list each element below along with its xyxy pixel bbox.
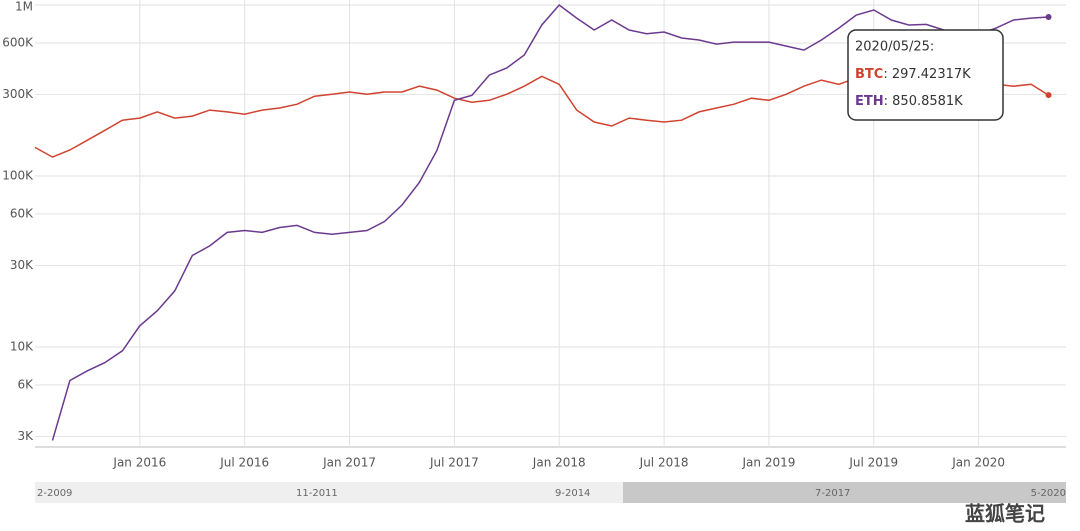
tooltip-row: BTC: 297.42317K [855,67,971,82]
end-point [1045,14,1052,21]
y-tick-label: 300K [2,87,34,101]
tooltip-series: ETH [855,94,884,109]
series-line [51,3,1049,441]
y-tick-label: 600K [2,35,34,49]
x-tick-label: Jul 2017 [429,456,479,470]
y-tick-label: 6K [17,377,34,391]
y-tick-label: 10K [10,339,34,353]
x-tick-label: Jan 2016 [112,456,166,470]
y-tick-label: 60K [10,206,34,220]
y-tick-label: 1M [15,0,33,14]
navigator-label: 7-2017 [815,488,850,499]
x-tick-label: Jan 2018 [532,456,586,470]
tooltip-value: : 850.8581K [884,94,964,109]
tooltip-series: BTC [855,67,883,82]
x-tick-label: Jul 2018 [639,456,689,470]
end-point [1045,92,1052,99]
y-tick-label: 3K [17,429,34,443]
navigator-label: 5-2020 [1031,488,1066,499]
x-tick-label: Jan 2020 [951,456,1005,470]
navigator-label: 9-2014 [555,488,590,499]
tooltip-row: ETH: 850.8581K [855,94,963,109]
tooltip: 2020/05/25: BTC: 297.42317K ETH: 850.858… [847,29,1004,121]
x-tick-label: Jul 2016 [219,456,269,470]
x-tick-label: Jan 2019 [742,456,796,470]
y-tick-label: 100K [2,168,34,182]
navigator-selection[interactable] [623,482,1066,503]
tooltip-box [847,29,1004,121]
tooltip-date: 2020/05/25: [855,40,934,55]
y-tick-label: 30K [10,258,34,272]
x-tick-label: Jan 2017 [322,456,376,470]
watermark: 蓝狐笔记 [965,502,1045,526]
navigator-label: 2-2009 [37,488,72,499]
navigator-label: 11-2011 [296,488,338,499]
x-tick-label: Jul 2019 [848,456,898,470]
tooltip-value: : 297.42317K [883,67,971,82]
